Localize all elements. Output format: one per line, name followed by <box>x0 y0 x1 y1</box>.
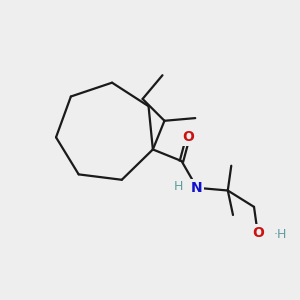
Text: H: H <box>174 180 183 194</box>
Text: N: N <box>191 181 203 195</box>
Text: ·H: ·H <box>274 228 287 241</box>
Text: O: O <box>252 226 264 240</box>
Text: O: O <box>182 130 194 144</box>
